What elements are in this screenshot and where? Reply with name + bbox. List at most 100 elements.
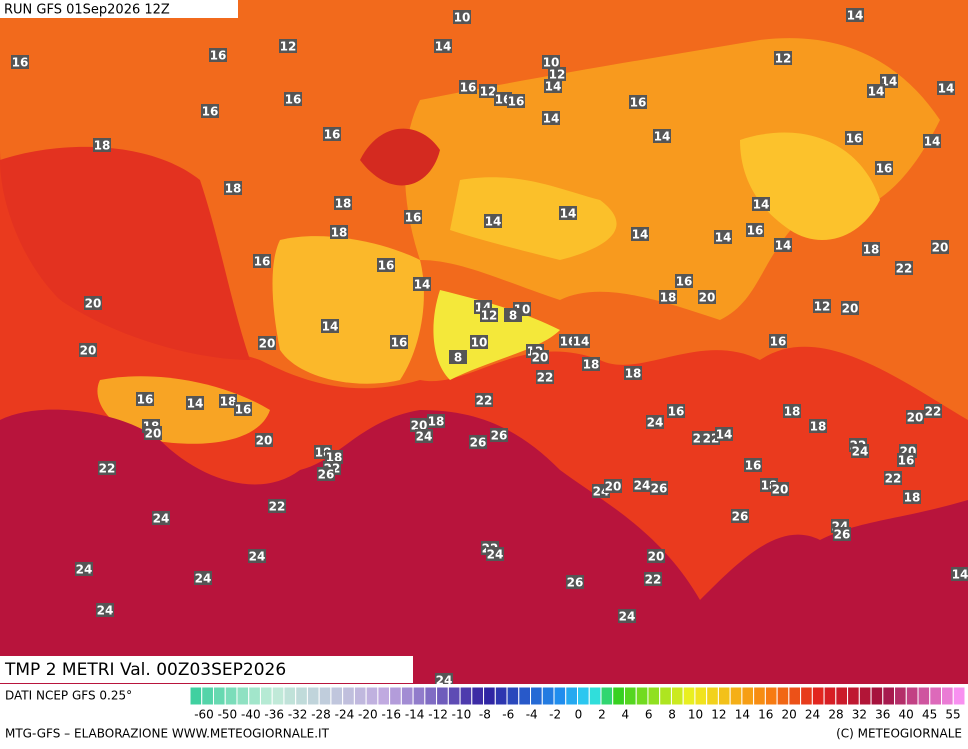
label-box bbox=[84, 296, 102, 310]
station-label: 20 bbox=[906, 410, 924, 425]
label-box bbox=[924, 404, 942, 418]
label-box bbox=[542, 111, 560, 125]
colorbar-swatch bbox=[894, 686, 907, 706]
colorbar-swatch bbox=[659, 686, 672, 706]
station-label: 12 bbox=[279, 39, 297, 54]
label-box bbox=[224, 181, 242, 195]
colorbar-tick-label: 20 bbox=[782, 708, 797, 722]
temperature: 16 bbox=[235, 403, 252, 417]
colorbar-swatch bbox=[201, 686, 214, 706]
temperature: 24 bbox=[416, 430, 433, 444]
temperature: 14 bbox=[632, 228, 649, 242]
temperature: 24 bbox=[647, 416, 664, 430]
colorbar-swatch bbox=[670, 686, 684, 706]
station-label: 24 bbox=[75, 562, 93, 577]
temperature: 16 bbox=[12, 56, 29, 70]
temperature: 20 bbox=[932, 241, 949, 255]
colorbar-tick-label: -24 bbox=[335, 708, 355, 722]
label-box bbox=[475, 393, 493, 407]
label-box bbox=[698, 290, 716, 304]
station-label: 14 bbox=[653, 129, 671, 144]
colorbar-swatch bbox=[248, 686, 261, 706]
label-box bbox=[746, 223, 764, 237]
station-label: 12 bbox=[813, 299, 831, 314]
temperature: 14 bbox=[924, 135, 941, 149]
colorbar-swatch bbox=[823, 686, 837, 706]
station-label: 16 bbox=[234, 402, 252, 417]
temperature: 14 bbox=[545, 80, 562, 94]
colorbar-swatch bbox=[447, 686, 461, 706]
colorbar-tick-label: -14 bbox=[405, 708, 425, 722]
station-label: 16 bbox=[897, 453, 915, 468]
station-label: 22 bbox=[895, 261, 913, 276]
colorbar-swatch bbox=[553, 686, 567, 706]
station-label: 24 bbox=[96, 603, 114, 618]
colorbar-swatch bbox=[212, 686, 226, 706]
colorbar-tick-label: 0 bbox=[575, 708, 583, 722]
label-box bbox=[11, 55, 29, 69]
temperature: 12 bbox=[481, 309, 498, 323]
colorbar-tick-label: -4 bbox=[526, 708, 538, 722]
colorbar-tick-label: 28 bbox=[828, 708, 843, 722]
colorbar-tick-label: 40 bbox=[899, 708, 914, 722]
label-box bbox=[413, 277, 431, 291]
temperature: 26 bbox=[567, 576, 584, 590]
station-label: 24 bbox=[851, 444, 869, 459]
station-label: 24 bbox=[633, 478, 651, 493]
colorbar-tick-label: -2 bbox=[549, 708, 561, 722]
label-box bbox=[774, 238, 792, 252]
temperature: 14 bbox=[485, 215, 502, 229]
temperature: 12 bbox=[280, 40, 297, 54]
label-box bbox=[731, 509, 749, 523]
station-label: 24 bbox=[618, 609, 636, 624]
colorbar-tick-label: 6 bbox=[645, 708, 653, 722]
temperature: 20 bbox=[699, 291, 716, 305]
station-label: 16 bbox=[284, 92, 302, 107]
label-box bbox=[377, 258, 395, 272]
label-box bbox=[667, 404, 685, 418]
temperature: 16 bbox=[324, 128, 341, 142]
station-label: 20 bbox=[84, 296, 102, 311]
station-label: 10 bbox=[542, 55, 560, 70]
temperature: 22 bbox=[925, 405, 942, 419]
temperature: 18 bbox=[810, 420, 827, 434]
station-label: 12 bbox=[479, 84, 497, 99]
station-label: 14 bbox=[937, 81, 955, 96]
label-box bbox=[484, 214, 502, 228]
label-box bbox=[469, 435, 487, 449]
colorbar-swatch bbox=[952, 686, 966, 706]
label-box bbox=[330, 225, 348, 239]
temperature: 24 bbox=[97, 604, 114, 618]
station-label: 16 bbox=[629, 95, 647, 110]
station-label: 12 bbox=[774, 51, 792, 66]
colorbar-swatch bbox=[682, 686, 696, 706]
station-label: 16 bbox=[675, 274, 693, 289]
label-box bbox=[783, 404, 801, 418]
station-label: 20 bbox=[698, 290, 716, 305]
colorbar-swatch bbox=[483, 686, 496, 706]
label-box bbox=[219, 394, 237, 408]
station-label: 10 bbox=[470, 335, 488, 350]
label-box bbox=[194, 571, 212, 585]
station-label: 10 bbox=[453, 10, 471, 25]
colorbar-swatch bbox=[259, 686, 273, 706]
temperature: 14 bbox=[716, 428, 733, 442]
temperature: 20 bbox=[259, 337, 276, 351]
colorbar-tick-label: -36 bbox=[264, 708, 284, 722]
temperature: 24 bbox=[76, 563, 93, 577]
temperature: 24 bbox=[852, 445, 869, 459]
temperature: 22 bbox=[269, 500, 286, 514]
colorbar-tick-label: -60 bbox=[194, 708, 214, 722]
station-label: 24 bbox=[646, 415, 664, 430]
colorbar-tick-label: -20 bbox=[358, 708, 378, 722]
colorbar-tick-label: 16 bbox=[758, 708, 773, 722]
label-box bbox=[841, 301, 859, 315]
label-box bbox=[884, 471, 902, 485]
colorbar-swatch bbox=[541, 686, 555, 706]
temperature: 22 bbox=[537, 371, 554, 385]
label-box bbox=[845, 131, 863, 145]
station-label: 24 bbox=[248, 549, 266, 564]
label-box bbox=[867, 84, 885, 98]
colorbar-swatch bbox=[764, 686, 778, 706]
